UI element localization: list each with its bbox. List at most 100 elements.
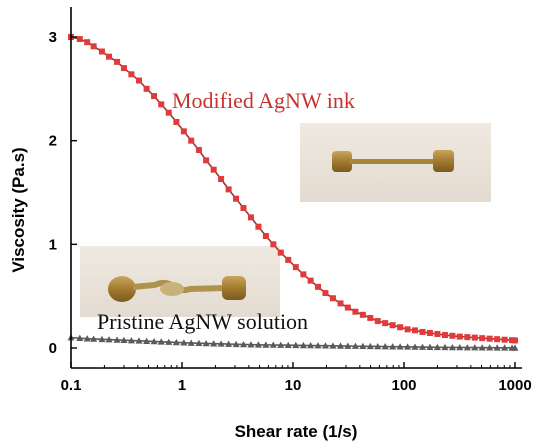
data-point-modified bbox=[359, 311, 366, 318]
data-point-pristine bbox=[262, 341, 270, 348]
data-point-pristine bbox=[254, 341, 262, 348]
data-point-modified bbox=[225, 186, 232, 193]
data-point-modified bbox=[434, 331, 441, 338]
data-point-pristine bbox=[187, 339, 195, 346]
y-tick-label: 2 bbox=[49, 133, 57, 150]
data-point-pristine bbox=[113, 336, 121, 343]
data-point-modified bbox=[233, 195, 240, 202]
x-tick-label: 100 bbox=[391, 377, 416, 394]
data-point-pristine bbox=[366, 342, 374, 350]
data-point-pristine bbox=[269, 341, 277, 348]
data-point-pristine bbox=[83, 335, 91, 342]
data-point-modified bbox=[114, 58, 121, 65]
data-point-pristine bbox=[105, 336, 113, 343]
data-point-pristine bbox=[511, 344, 519, 351]
data-point-modified bbox=[151, 93, 158, 100]
data-point-pristine bbox=[433, 343, 441, 351]
data-point-pristine bbox=[374, 342, 382, 350]
data-point-modified bbox=[512, 337, 518, 344]
data-point-modified bbox=[262, 233, 269, 240]
data-point-pristine bbox=[292, 341, 300, 349]
data-point-modified bbox=[367, 314, 374, 321]
data-point-modified bbox=[494, 336, 501, 343]
data-point-modified bbox=[240, 205, 247, 212]
x-tick-label: 0.1 bbox=[61, 377, 82, 394]
data-point-pristine bbox=[478, 344, 486, 351]
data-point-pristine bbox=[217, 340, 225, 347]
data-point-modified bbox=[300, 271, 307, 278]
data-point-pristine bbox=[225, 340, 233, 347]
data-point-pristine bbox=[344, 342, 352, 349]
data-point-modified bbox=[84, 39, 91, 46]
data-point-pristine bbox=[359, 342, 367, 350]
data-point-modified bbox=[344, 304, 351, 311]
x-axis-title: Shear rate (1/s) bbox=[235, 422, 358, 441]
data-point-modified bbox=[441, 332, 448, 339]
data-point-pristine bbox=[180, 339, 188, 346]
data-point-modified bbox=[143, 85, 150, 92]
data-point-pristine bbox=[135, 337, 143, 344]
data-point-modified bbox=[285, 256, 292, 263]
data-point-pristine bbox=[143, 337, 151, 344]
data-point-modified bbox=[307, 277, 314, 284]
data-point-pristine bbox=[321, 342, 329, 349]
data-point-modified bbox=[188, 137, 195, 144]
data-point-modified bbox=[352, 308, 359, 315]
data-point-modified bbox=[98, 48, 105, 55]
data-point-pristine bbox=[210, 340, 218, 347]
data-point-modified bbox=[486, 335, 493, 342]
data-point-pristine bbox=[314, 342, 322, 349]
data-point-pristine bbox=[448, 343, 456, 351]
y-tick-label: 3 bbox=[49, 29, 57, 46]
x-tick-label: 1000 bbox=[498, 377, 531, 394]
data-point-modified bbox=[136, 77, 143, 84]
data-point-modified bbox=[426, 329, 433, 336]
data-point-modified bbox=[210, 166, 217, 173]
data-point-modified bbox=[412, 327, 419, 334]
data-point-pristine bbox=[232, 340, 240, 348]
data-point-modified bbox=[329, 295, 336, 302]
data-point-pristine bbox=[239, 340, 247, 348]
data-point-pristine bbox=[486, 344, 494, 351]
data-point-modified bbox=[255, 223, 262, 230]
data-point-modified bbox=[419, 328, 426, 335]
data-point-pristine bbox=[90, 335, 98, 342]
data-point-modified bbox=[120, 65, 127, 72]
data-point-pristine bbox=[396, 343, 404, 350]
data-point-pristine bbox=[284, 341, 292, 349]
data-point-modified bbox=[501, 336, 508, 343]
data-point-modified bbox=[128, 71, 135, 78]
annotation-pristine-solution: Pristine AgNW solution bbox=[97, 309, 308, 334]
y-tick-label: 1 bbox=[49, 236, 57, 253]
data-point-modified bbox=[389, 322, 396, 329]
data-point-modified bbox=[374, 318, 381, 325]
data-point-pristine bbox=[419, 343, 427, 350]
data-point-modified bbox=[322, 290, 329, 297]
data-point-pristine bbox=[456, 343, 464, 351]
data-point-modified bbox=[315, 283, 322, 290]
data-point-pristine bbox=[76, 334, 84, 341]
data-point-pristine bbox=[247, 341, 255, 348]
photo-inset-modified bbox=[300, 123, 491, 202]
data-point-pristine bbox=[307, 342, 315, 349]
data-point-pristine bbox=[120, 336, 128, 344]
data-point-pristine bbox=[195, 339, 203, 347]
data-point-pristine bbox=[381, 343, 389, 350]
data-point-modified bbox=[90, 43, 97, 50]
x-tick-label: 1 bbox=[178, 377, 186, 394]
data-point-modified bbox=[270, 241, 277, 248]
data-point-pristine bbox=[389, 343, 397, 350]
data-point-pristine bbox=[165, 338, 173, 345]
data-point-pristine bbox=[404, 343, 412, 350]
data-point-pristine bbox=[329, 342, 337, 349]
data-point-modified bbox=[195, 146, 202, 153]
data-point-pristine bbox=[471, 344, 479, 351]
data-point-modified bbox=[464, 334, 471, 341]
data-point-modified bbox=[180, 128, 187, 135]
data-point-modified bbox=[397, 324, 404, 331]
data-point-modified bbox=[218, 176, 225, 183]
data-point-modified bbox=[76, 36, 83, 43]
photo-inset-pristine bbox=[80, 246, 280, 317]
data-point-modified bbox=[471, 334, 478, 341]
